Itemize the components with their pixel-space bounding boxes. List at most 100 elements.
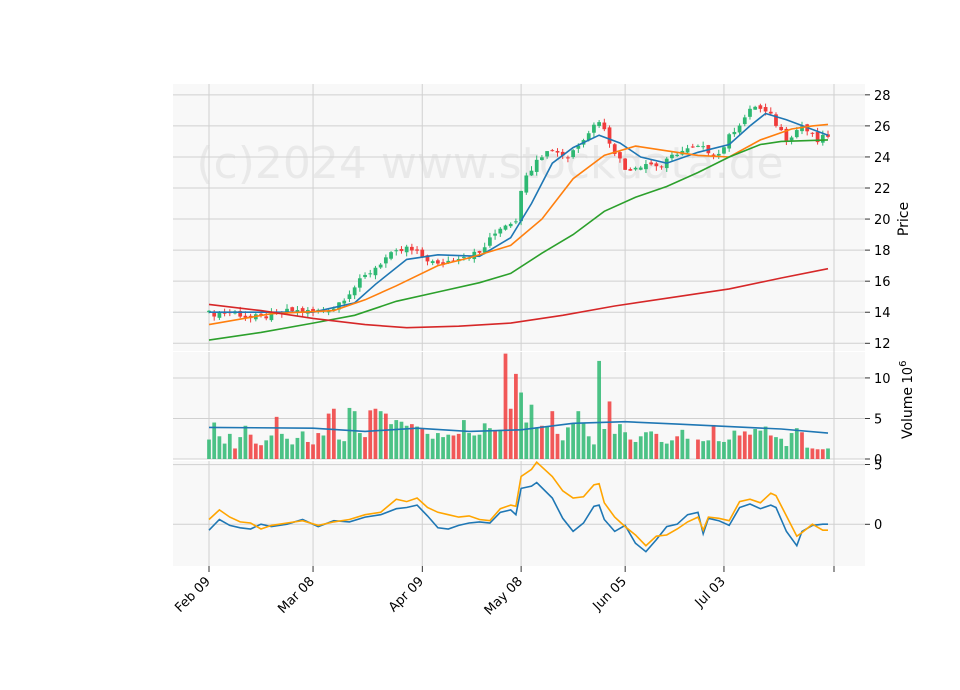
volume-bar (493, 430, 497, 459)
volume-bar (696, 439, 700, 459)
volume-bar (217, 436, 222, 459)
candle-body (701, 146, 706, 148)
volume-bar (638, 436, 643, 459)
volume-bar (623, 432, 628, 459)
candle-body (238, 311, 243, 317)
candle-body (597, 122, 601, 126)
volume-bar (800, 432, 804, 459)
price-panel (173, 84, 865, 351)
candle-body (607, 127, 612, 144)
volume-bar (316, 433, 321, 459)
volume-bar (742, 431, 747, 459)
candle-body (378, 264, 383, 268)
candle-body (352, 287, 357, 296)
candle-body (555, 150, 560, 153)
volume-bar (472, 435, 477, 459)
candle-body (690, 146, 695, 148)
candle-body (763, 107, 768, 112)
volume-bar (305, 441, 310, 459)
volume-bar (794, 428, 799, 459)
volume-bar (399, 421, 404, 459)
candle-body (540, 157, 544, 161)
candle-body (815, 131, 820, 143)
candle-body (560, 151, 565, 156)
volume-bar (560, 440, 565, 459)
volume-bar (300, 431, 305, 459)
candle-body (810, 132, 815, 134)
candle-body (592, 124, 596, 133)
volume-bar (654, 433, 659, 459)
volume-bar (815, 449, 820, 459)
candle-body (576, 145, 581, 149)
volume-bar (274, 416, 279, 459)
candle-body (217, 312, 222, 318)
volume-bar (404, 425, 409, 459)
volume-bar (519, 392, 523, 459)
candle-body (514, 221, 518, 223)
volume-bar (321, 435, 326, 459)
candle-body (696, 145, 700, 147)
volume-bar (748, 434, 752, 459)
volume-bar (727, 439, 732, 459)
volume-scale-exponent: 106 (898, 361, 916, 384)
price-y-tick-label: 12 (874, 337, 891, 352)
candle-body (529, 170, 534, 176)
indicator-line (208, 481, 828, 553)
indicator-panel (173, 461, 865, 566)
volume-bar (259, 445, 263, 459)
volume-bar (253, 443, 258, 459)
price-y-tick-label: 16 (874, 275, 891, 290)
indicator-y-tick-label: 5 (874, 459, 882, 474)
candle-body (331, 308, 336, 311)
candle-body (711, 154, 716, 156)
candle-body (389, 252, 393, 259)
moving-average-line (208, 267, 829, 329)
volume-bar (774, 437, 778, 459)
volume-bar (383, 413, 388, 459)
candle-body (779, 126, 784, 131)
candle-body (727, 134, 732, 149)
volume-bar (602, 429, 607, 459)
volume-bar (331, 408, 336, 459)
price-y-tick-label: 24 (874, 151, 891, 166)
volume-bar (352, 411, 357, 459)
candle-body (644, 164, 648, 170)
volume-bar (394, 420, 399, 459)
volume-bar (488, 428, 492, 459)
volume-bar (409, 424, 414, 459)
volume-bar (462, 420, 466, 459)
candle-body (545, 151, 549, 157)
volume-bar (514, 373, 518, 459)
volume-bar (592, 444, 596, 459)
volume-bar (311, 444, 315, 459)
volume-bar (779, 438, 784, 459)
candle-body (415, 249, 419, 251)
candle-body (820, 134, 825, 143)
candle-body (498, 228, 503, 234)
candle-body (259, 313, 263, 315)
candle-body (586, 133, 591, 141)
candle-body (383, 257, 388, 264)
volume-bar (337, 439, 341, 459)
volume-bar (763, 426, 768, 459)
volume-bar (456, 433, 461, 459)
volume-bar (737, 435, 742, 459)
candle-body (623, 158, 628, 170)
volume-bar (768, 435, 773, 459)
volume-bar (446, 434, 451, 459)
volume-bar (347, 407, 352, 459)
candle-body (659, 166, 664, 168)
volume-bar (680, 429, 685, 459)
volume-bar (482, 423, 487, 459)
candle-body (618, 152, 622, 159)
candle-body (519, 190, 523, 222)
volume-bar (227, 433, 232, 459)
candle-body (477, 250, 482, 253)
volume-bar (826, 448, 830, 459)
volume-bar (612, 433, 617, 459)
candle-body (373, 267, 378, 276)
volume-bar (644, 432, 648, 459)
candle-body (409, 246, 414, 251)
volume-bar (545, 426, 549, 459)
